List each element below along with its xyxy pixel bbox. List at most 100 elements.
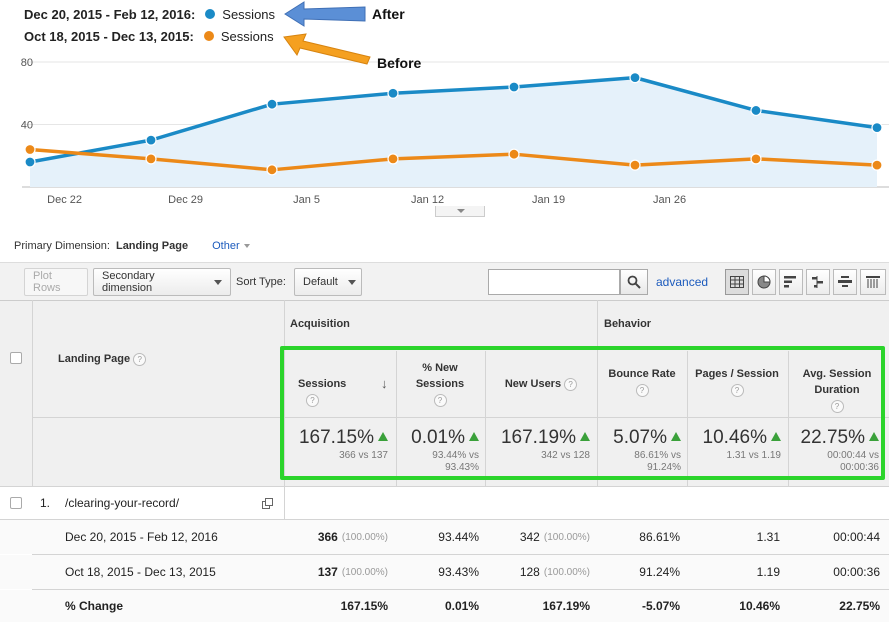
- primary-dimension-landing-page[interactable]: Landing Page: [115, 240, 189, 252]
- sessions-change-cell: 167.15%: [340, 599, 388, 613]
- pages-per-session-header-label: Pages / Session: [695, 368, 779, 380]
- bounce-rate-header[interactable]: Bounce Rate ?: [600, 366, 684, 398]
- data-point-previous[interactable]: [387, 153, 399, 165]
- legend-current-series: Sessions: [222, 6, 276, 22]
- comparison-view-button[interactable]: [806, 269, 830, 295]
- bounce-rate-header-label: Bounce Rate: [608, 368, 676, 380]
- series-area-current: [30, 77, 877, 187]
- sessions-percent: (100.00%): [341, 531, 388, 543]
- bounce-rate-cell: 86.61%: [639, 530, 680, 544]
- table-row[interactable]: 1. /clearing-your-record/: [0, 487, 889, 519]
- total-pages-per-session-detail: 1.31 vs 1.19: [726, 450, 781, 461]
- data-point-current[interactable]: [750, 104, 762, 117]
- help-icon[interactable]: ?: [730, 383, 744, 397]
- data-point-previous[interactable]: [145, 153, 157, 165]
- acquisition-group-label: Acquisition: [290, 318, 350, 330]
- new-sessions-cell: 93.43%: [438, 565, 479, 579]
- primary-dimension-other[interactable]: Other: [212, 240, 250, 252]
- performance-bar-icon: [784, 276, 796, 288]
- behavior-group-label: Behavior: [604, 318, 652, 330]
- avg-session-duration-header[interactable]: Avg. Session Duration ?: [792, 366, 882, 414]
- plot-rows-button[interactable]: Plot Rows: [24, 268, 88, 296]
- data-point-current[interactable]: [629, 72, 641, 84]
- arrow-up-icon: [771, 432, 781, 441]
- data-point-previous[interactable]: [871, 159, 883, 171]
- total-sessions-detail: 366 vs 137: [339, 450, 388, 461]
- arrow-up-icon: [671, 432, 681, 441]
- data-point-current[interactable]: [266, 98, 278, 110]
- table-search-input[interactable]: [488, 269, 620, 295]
- bounce-rate-cell: 91.24%: [639, 565, 680, 579]
- new-users-value: 128: [519, 565, 540, 579]
- advanced-filter-link[interactable]: advanced: [656, 275, 709, 289]
- total-new-users: 167.19% 342 vs 128: [489, 427, 590, 462]
- total-bounce-rate: 5.07% 86.61% vs 91.24%: [601, 427, 681, 474]
- primary-dimension-bar: Primary Dimension: Landing Page Other: [14, 240, 250, 252]
- new-users-change-cell: 167.19%: [542, 599, 590, 613]
- data-point-previous[interactable]: [750, 153, 762, 165]
- help-icon[interactable]: ?: [635, 383, 649, 397]
- table-row: Dec 20, 2015 - Feb 12, 2016 366 (100.00%)…: [0, 520, 889, 554]
- landing-page-link[interactable]: /clearing-your-record/: [65, 496, 180, 510]
- sort-type-dropdown[interactable]: Default: [294, 268, 362, 296]
- help-icon[interactable]: ?: [133, 352, 147, 366]
- sort-descending-icon[interactable]: ↓: [381, 376, 388, 391]
- data-point-current[interactable]: [145, 134, 157, 146]
- pages-per-session-change-cell: 10.46%: [739, 599, 780, 613]
- row-checkbox[interactable]: [10, 497, 22, 509]
- data-point-previous[interactable]: [266, 164, 278, 176]
- sessions-header[interactable]: Sessions ?: [290, 376, 370, 408]
- after-arrow-icon: [284, 1, 366, 27]
- performance-view-button[interactable]: [779, 269, 803, 295]
- data-point-previous[interactable]: [629, 159, 641, 171]
- legend-current: Dec 20, 2015 - Feb 12, 2016: Sessions: [24, 5, 275, 23]
- data-point-current[interactable]: [508, 81, 520, 93]
- pie-view-button[interactable]: [752, 269, 776, 295]
- period-label: Dec 20, 2015 - Feb 12, 2016: [65, 530, 218, 544]
- data-point-current[interactable]: [24, 156, 36, 168]
- secondary-dimension-dropdown[interactable]: Secondary dimension: [93, 268, 231, 296]
- total-sessions-change: 167.15%: [298, 427, 374, 448]
- total-pages-per-session-change: 10.46%: [702, 427, 767, 448]
- series-line-current: [29, 75, 878, 164]
- landing-page-header[interactable]: Landing Page ?: [40, 351, 270, 367]
- help-icon[interactable]: ?: [306, 393, 319, 407]
- new-sessions-header[interactable]: % New Sessions ?: [400, 360, 480, 408]
- select-all-checkbox[interactable]: [10, 352, 22, 364]
- pivot-view-button[interactable]: [860, 269, 886, 295]
- new-users-header[interactable]: New Users ?: [487, 376, 595, 392]
- open-page-icon[interactable]: [262, 487, 273, 519]
- data-point-current[interactable]: [387, 87, 399, 99]
- x-tick-label: Jan 19: [532, 194, 565, 206]
- new-sessions-cell: 93.44%: [438, 530, 479, 544]
- total-bounce-rate-change: 5.07%: [613, 427, 667, 448]
- pages-per-session-header[interactable]: Pages / Session ?: [689, 366, 785, 398]
- help-icon[interactable]: ?: [433, 393, 447, 407]
- x-tick-label: Jan 26: [653, 194, 686, 206]
- total-avg-session-duration-detail: 00:00:44 vs 00:00:36: [827, 450, 879, 473]
- chart-collapse-handle[interactable]: [435, 206, 485, 217]
- pages-per-session-cell: 1.19: [756, 565, 780, 579]
- bounce-rate-change-cell: -5.07%: [641, 599, 680, 613]
- data-table-view-button[interactable]: [725, 269, 749, 295]
- y-tick-label: 80: [21, 57, 33, 69]
- help-icon[interactable]: ?: [830, 399, 844, 413]
- table-row: Oct 18, 2015 - Dec 13, 2015 137 (100.00%)…: [0, 555, 889, 589]
- avg-session-duration-cell: 00:00:36: [833, 565, 880, 579]
- search-button[interactable]: [620, 269, 648, 295]
- data-point-previous[interactable]: [508, 148, 520, 160]
- term-cloud-view-button[interactable]: [833, 269, 857, 295]
- sessions-header-label: Sessions: [298, 378, 347, 390]
- help-icon[interactable]: ?: [564, 377, 578, 391]
- data-point-current[interactable]: [871, 122, 883, 134]
- sort-type-value: Default: [303, 276, 338, 288]
- data-point-previous[interactable]: [24, 143, 36, 156]
- arrow-up-icon: [580, 432, 590, 441]
- total-avg-session-duration: 22.75% 00:00:44 vs 00:00:36: [792, 427, 879, 474]
- period-label: Oct 18, 2015 - Dec 13, 2015: [65, 565, 216, 579]
- avg-session-duration-cell: 00:00:44: [833, 530, 880, 544]
- total-new-sessions: 0.01% 93.44% vs 93.43%: [400, 427, 479, 474]
- primary-dimension-label: Primary Dimension:: [14, 240, 110, 252]
- chevron-down-icon: [347, 279, 356, 285]
- x-tick-label: Jan 12: [411, 194, 444, 206]
